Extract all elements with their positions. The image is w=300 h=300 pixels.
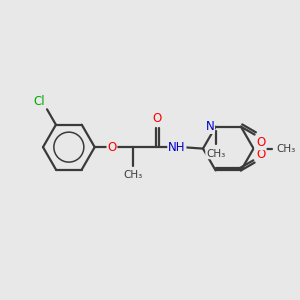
Text: CH₃: CH₃ [123, 169, 142, 179]
Text: O: O [256, 136, 266, 149]
Text: CH₃: CH₃ [276, 144, 295, 154]
Text: Cl: Cl [33, 95, 45, 108]
Text: NH: NH [168, 141, 186, 154]
Text: O: O [152, 112, 161, 125]
Text: N: N [255, 142, 264, 155]
Text: O: O [256, 148, 266, 161]
Text: O: O [107, 141, 117, 154]
Text: N: N [206, 120, 214, 133]
Text: CH₃: CH₃ [206, 148, 225, 158]
